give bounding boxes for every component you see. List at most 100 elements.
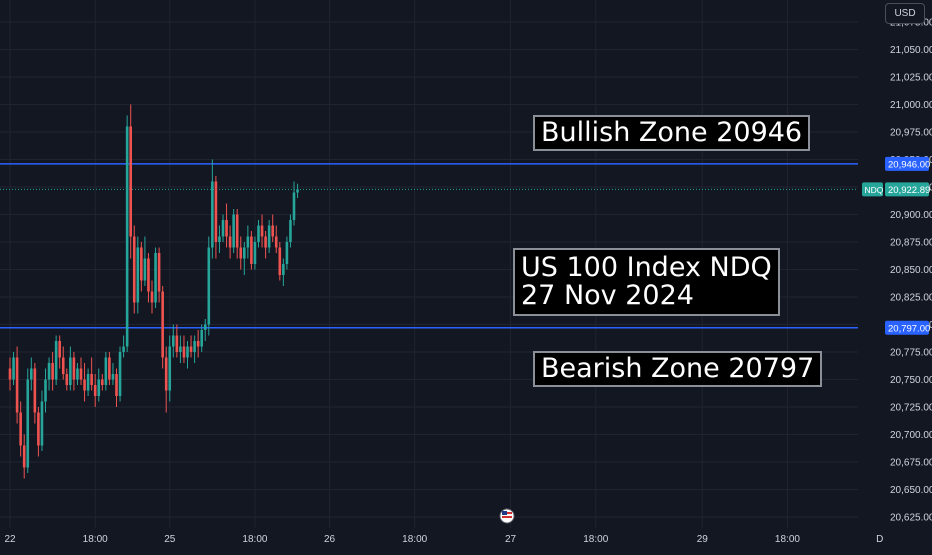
y-tick-label: 20,650.00 (890, 485, 932, 496)
candle-body (278, 247, 282, 275)
y-tick-label: 20,625.00 (890, 513, 932, 524)
flag-canton (502, 511, 507, 515)
candle (257, 220, 260, 248)
candle (19, 401, 22, 457)
candle (200, 324, 203, 352)
candle (164, 346, 168, 413)
candle (136, 236, 140, 314)
y-tick-label: 20,675.00 (890, 458, 932, 469)
candle (129, 104, 132, 259)
candle (69, 346, 72, 391)
candle-body (196, 341, 200, 347)
x-tick-label: 25 (164, 534, 176, 545)
candle-body (175, 335, 179, 352)
candle (218, 225, 221, 253)
candle (250, 231, 253, 270)
candle (93, 374, 97, 407)
candle-body (193, 341, 196, 352)
candle-body (243, 247, 246, 259)
candle-body (207, 247, 211, 325)
x-tick-label: 18:00 (83, 534, 108, 545)
candle-body (76, 368, 79, 380)
y-tick-label: 20,750.00 (890, 375, 932, 386)
candle-body (97, 379, 101, 396)
last-price-label: 20,922.89 (888, 185, 930, 196)
candle (182, 335, 186, 363)
us-flag-event-icon[interactable] (499, 508, 515, 524)
candle-body (274, 236, 278, 248)
y-tick-label: 20,825.00 (890, 293, 932, 304)
candle-body (200, 330, 203, 347)
candle (274, 225, 278, 253)
candle-body (65, 374, 69, 385)
candle-body (157, 253, 161, 292)
chart-title-box: US 100 Index NDQ 27 Nov 2024 (513, 248, 780, 316)
currency-button[interactable]: USD (885, 3, 925, 24)
candle-body (22, 445, 26, 468)
candle-body (189, 346, 193, 352)
y-tick-label: 21,000.00 (890, 100, 932, 111)
candle-body (132, 236, 136, 303)
candle (97, 368, 101, 402)
candle-body (154, 253, 157, 303)
y-tick-label: 20,900.00 (890, 210, 932, 221)
candle-body (8, 368, 12, 380)
candle-body (83, 379, 86, 391)
candle (285, 236, 289, 270)
candle-body (164, 357, 168, 391)
time-axis[interactable]: 22 18:00 25 18:00 26 18:00 27 18:00 29 18:00 D (0, 528, 932, 550)
candle-body (108, 357, 111, 380)
candle-body (235, 214, 239, 248)
x-tick-label: 18:00 (583, 534, 608, 545)
x-tick-label: 26 (324, 534, 336, 545)
y-tick-label: 20,875.00 (890, 238, 932, 249)
candle (246, 225, 250, 259)
candle (168, 335, 172, 402)
price-axis-bg (858, 0, 932, 550)
candle (54, 335, 58, 385)
candle (147, 253, 150, 303)
candle-body (150, 291, 154, 303)
y-tick-label: 21,025.00 (890, 73, 932, 84)
candle (72, 352, 76, 391)
candle (140, 242, 143, 292)
flag-stripe (502, 516, 512, 518)
candle-body (264, 236, 267, 248)
candle (271, 214, 274, 242)
candle (122, 335, 125, 358)
candle (86, 368, 90, 396)
candle (260, 214, 264, 248)
candle (33, 363, 37, 424)
price-axis[interactable]: 20,625.00 20,650.00 20,675.00 20,700.00 20,7… (858, 0, 932, 550)
candle-body (228, 236, 232, 248)
candle-body (203, 324, 207, 330)
candle (235, 209, 239, 259)
symbol-tag (862, 182, 883, 197)
candle (125, 115, 129, 352)
y-tick-label: 20,850.00 (890, 265, 932, 276)
candle-body (186, 346, 189, 358)
candle (221, 214, 225, 242)
x-tick-label: 18:00 (402, 534, 427, 545)
candles (8, 104, 299, 479)
candle-body (296, 189, 299, 193)
candle (214, 176, 218, 259)
candle (61, 346, 65, 380)
symbol-label: NDQ (865, 185, 884, 195)
candle (296, 183, 299, 198)
candle-body (69, 357, 72, 385)
y-tick-label: 20,775.00 (890, 348, 932, 359)
candle-body (104, 357, 108, 385)
title-line-2: 27 Nov 2024 (521, 280, 694, 312)
bullish-zone-label: Bullish Zone 20946 (533, 115, 811, 152)
candle (37, 407, 40, 457)
candle (189, 335, 193, 358)
title-line-1: US 100 Index NDQ (521, 252, 772, 283)
candle (175, 324, 179, 358)
candle-body (33, 368, 37, 413)
candle-body (282, 264, 285, 275)
candle-body (225, 220, 228, 237)
candle (47, 357, 51, 391)
